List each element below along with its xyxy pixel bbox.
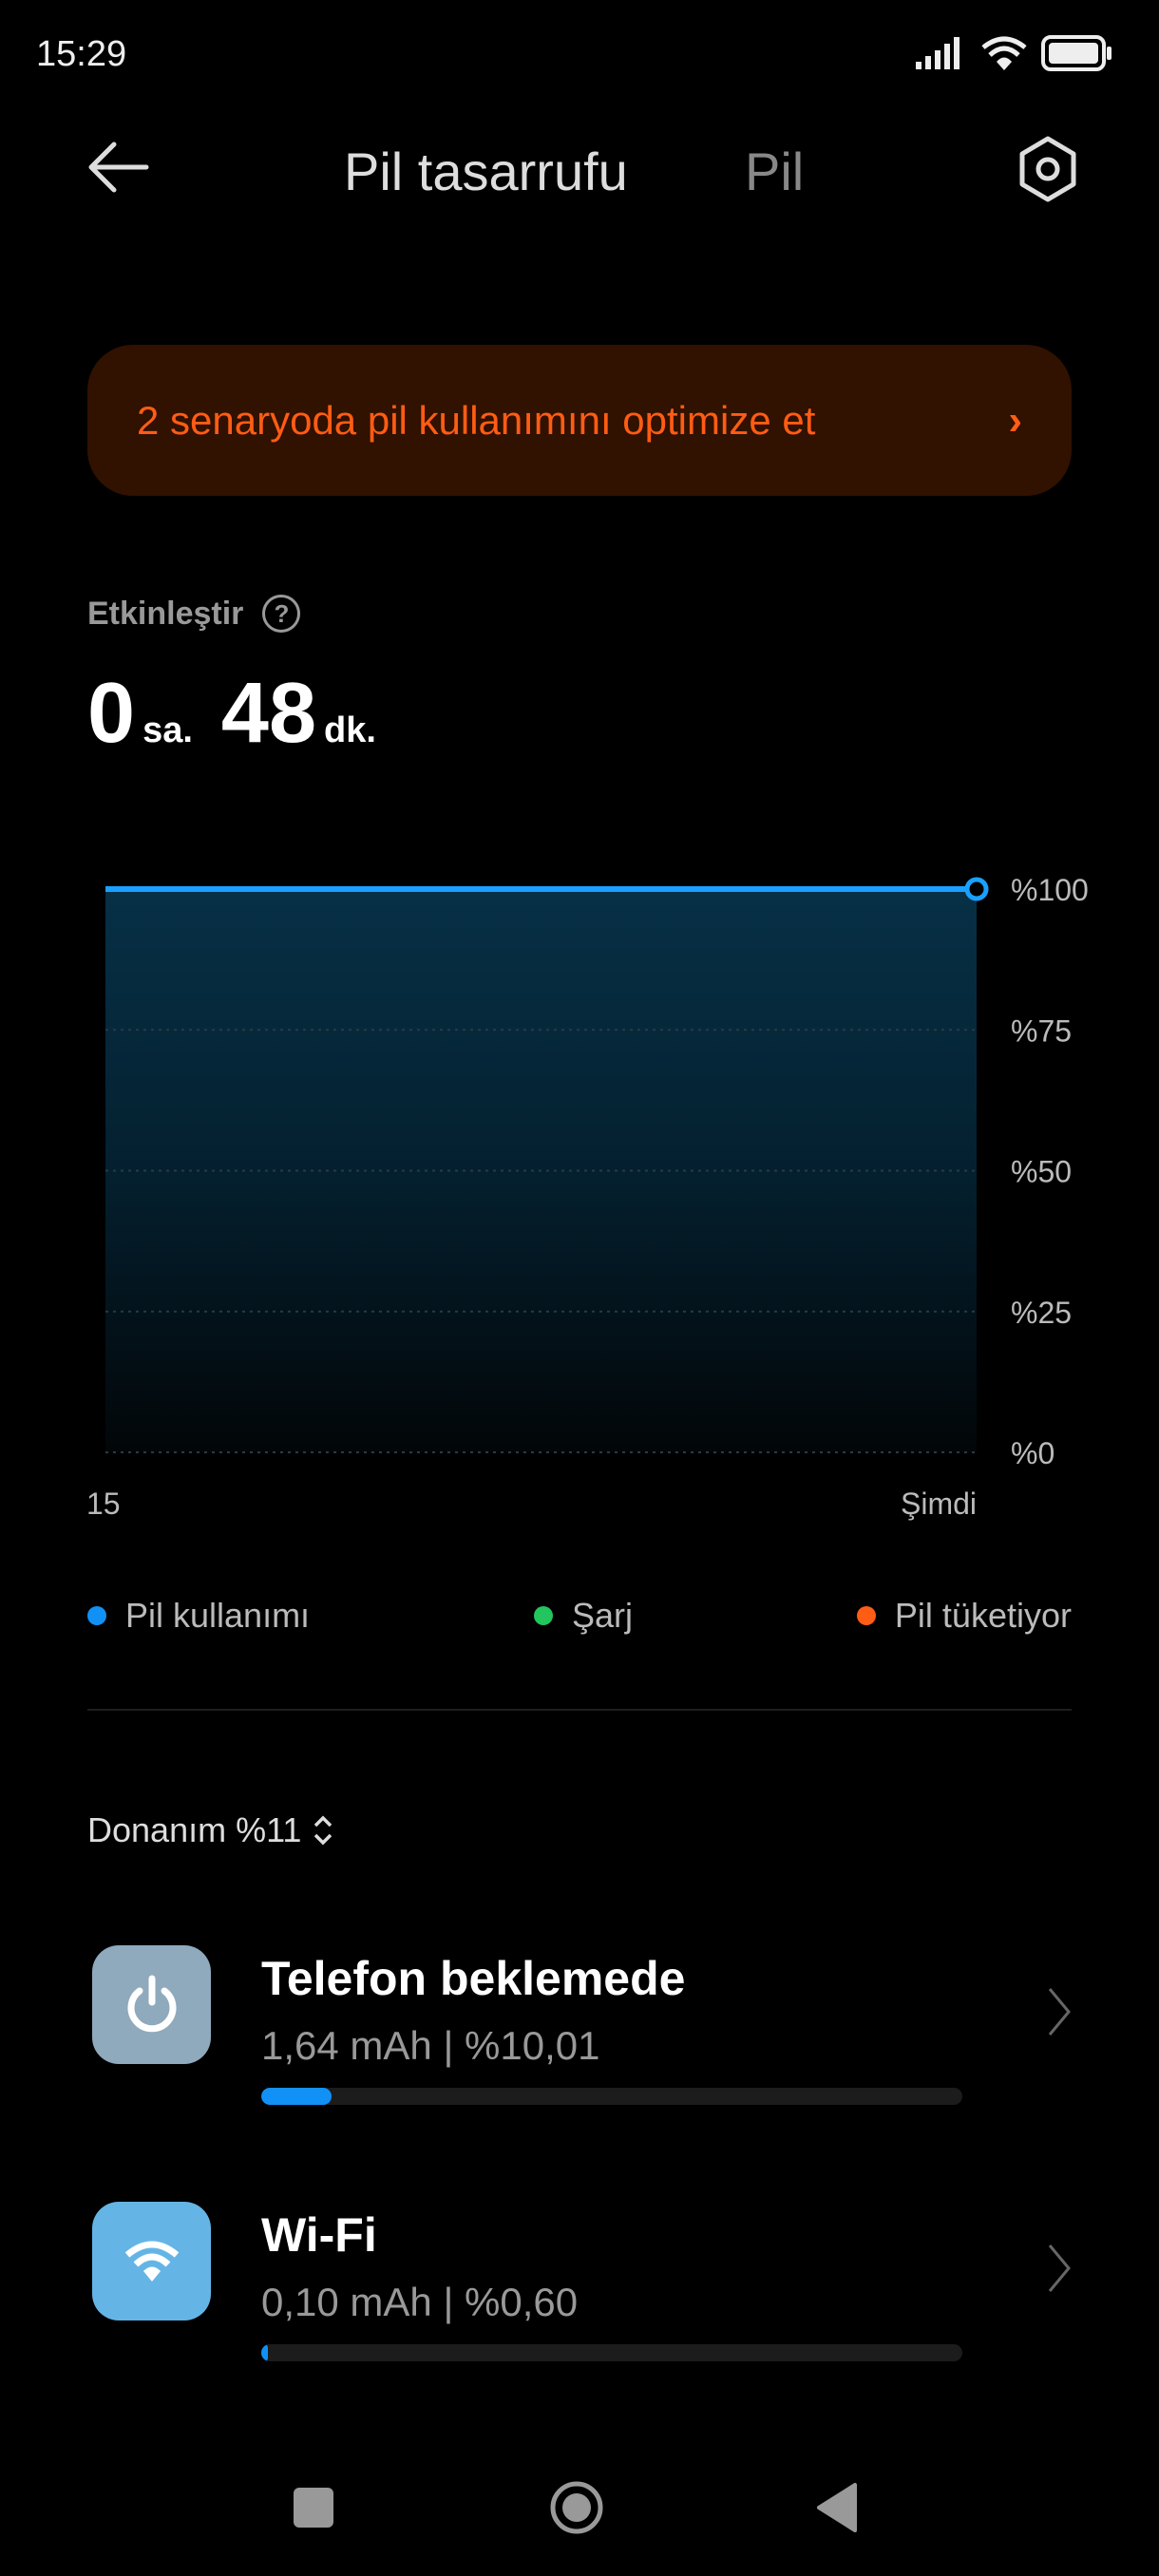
- minutes-unit: dk.: [324, 710, 376, 750]
- usage-bar-fill: [261, 2088, 332, 2105]
- tab-pil-tasarrufu[interactable]: Pil tasarrufu: [344, 142, 628, 201]
- legend-usage: Pil kullanımı: [87, 1596, 310, 1636]
- signal-icon: [916, 37, 960, 69]
- navigation-bar: [294, 2481, 857, 2534]
- optimize-banner[interactable]: 2 senaryoda pil kullanımını optimize et …: [87, 345, 1072, 496]
- banner-text: 2 senaryoda pil kullanımını optimize et: [137, 397, 816, 443]
- tab-pil[interactable]: Pil: [745, 142, 805, 201]
- back-button[interactable]: [817, 2483, 857, 2532]
- hardware-label: Donanım %11: [87, 1810, 302, 1849]
- legend-dot: [856, 1606, 876, 1625]
- battery-chart: %100 %75 %50 %25 %0 15 Şimdi: [86, 873, 1089, 1521]
- chevron-right-icon: ›: [1008, 396, 1022, 444]
- wifi-icon: [92, 2202, 211, 2320]
- y-tick-label: %25: [1011, 1296, 1072, 1330]
- wifi-icon: [981, 36, 1027, 70]
- status-time: 15:29: [36, 34, 127, 74]
- usage-bar-fill: [261, 2344, 269, 2361]
- status-icons: [916, 34, 1113, 72]
- hours-unit: sa.: [142, 710, 193, 750]
- legend-charging: Şarj: [533, 1596, 633, 1636]
- home-button-dot: [562, 2493, 591, 2522]
- legend-label: Şarj: [571, 1596, 633, 1635]
- item-title: Telefon beklemede: [261, 1952, 686, 2005]
- list-item-wifi[interactable]: Wi-Fi 0,10 mAh | %0,60: [0, 2202, 1159, 2392]
- estimate-label-row: Etkinleştir ?: [87, 595, 301, 633]
- remaining-time: 0 sa. 48 dk.: [87, 665, 397, 763]
- minutes-value: 48: [220, 666, 316, 761]
- item-title: Wi-Fi: [261, 2208, 377, 2262]
- gear-icon[interactable]: [1016, 135, 1079, 203]
- usage-bar: [261, 2088, 962, 2105]
- series-end-point: [964, 877, 989, 901]
- legend-label: Pil kullanımı: [125, 1596, 311, 1635]
- y-tick-label: %0: [1011, 1436, 1054, 1470]
- power-icon: [92, 1945, 211, 2064]
- battery-icon: [1041, 35, 1112, 71]
- back-arrow-icon[interactable]: [86, 139, 152, 196]
- chart-legend: Pil kullanımı Şarj Pil tüketiyor: [87, 1596, 1072, 1636]
- x-tick-label: 15: [86, 1487, 121, 1521]
- list-item-standby[interactable]: Telefon beklemede 1,64 mAh | %10,01: [0, 1945, 1159, 2135]
- hours-value: 0: [87, 666, 136, 761]
- legend-dot: [533, 1606, 553, 1625]
- y-tick-label: %50: [1011, 1155, 1072, 1189]
- y-tick-label: %100: [1011, 873, 1089, 907]
- y-tick-label: %75: [1011, 1013, 1072, 1048]
- usage-bar: [261, 2344, 962, 2361]
- x-tick-label: Şimdi: [901, 1487, 977, 1521]
- chevron-right-icon: [1048, 2245, 1071, 2292]
- hardware-sort[interactable]: Donanım %11: [87, 1810, 333, 1850]
- estimate-label: Etkinleştir: [87, 595, 244, 632]
- legend-draining: Pil tüketiyor: [856, 1596, 1072, 1636]
- recents-button[interactable]: [294, 2488, 333, 2528]
- legend-label: Pil tüketiyor: [894, 1596, 1072, 1635]
- chevron-right-icon: [1048, 1988, 1071, 2036]
- help-icon[interactable]: ?: [262, 595, 301, 633]
- sort-icon: [314, 1815, 332, 1846]
- home-button[interactable]: [550, 2481, 603, 2534]
- legend-dot: [87, 1606, 106, 1625]
- divider: [87, 1709, 1072, 1711]
- item-subtitle: 0,10 mAh | %0,60: [261, 2280, 579, 2324]
- item-subtitle: 1,64 mAh | %10,01: [261, 2023, 600, 2068]
